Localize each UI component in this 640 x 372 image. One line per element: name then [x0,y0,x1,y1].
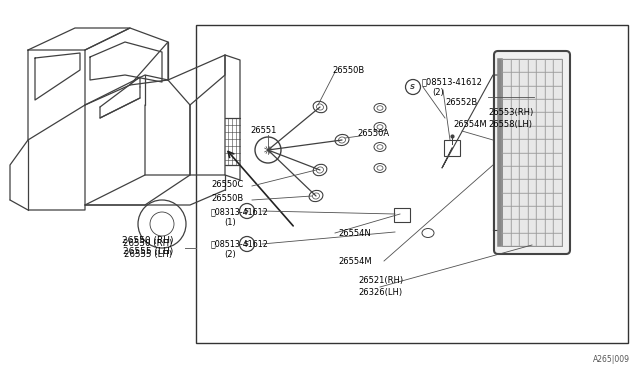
FancyBboxPatch shape [494,51,570,254]
Bar [502,59,562,246]
Text: 26555 (LH): 26555 (LH) [124,250,172,259]
Text: (1): (1) [224,218,236,227]
Bar [444,140,460,156]
Text: Ⓜ08513‑41612: Ⓜ08513‑41612 [211,240,269,248]
Text: (2): (2) [224,250,236,259]
Bar [394,208,410,222]
Text: 26558(LH): 26558(LH) [488,119,532,128]
Text: 26326(LH): 26326(LH) [358,289,402,298]
Text: 26554N: 26554N [338,228,371,237]
Text: 26554M: 26554M [338,257,372,266]
Text: 26521(RH): 26521(RH) [358,276,403,285]
Text: S: S [243,241,248,247]
Text: 26551: 26551 [250,125,276,135]
Text: 26550 (RH): 26550 (RH) [124,238,173,247]
Text: Ⓜ08313‑41612: Ⓜ08313‑41612 [211,208,269,217]
Text: 26555 (LH): 26555 (LH) [123,247,173,256]
Text: 26550B: 26550B [332,65,364,74]
Text: S: S [410,84,415,90]
Text: 26550 (RH): 26550 (RH) [122,236,173,245]
Text: 26550C: 26550C [211,180,243,189]
Text: 26550B: 26550B [211,193,243,202]
Text: S: S [243,208,248,214]
Text: 26550A: 26550A [357,128,389,138]
Text: A265|009: A265|009 [593,356,630,365]
Text: Ⓜ08513‑41612: Ⓜ08513‑41612 [422,77,483,87]
Text: (2): (2) [432,87,444,96]
Text: 26553(RH): 26553(RH) [488,108,533,116]
Text: 26554M: 26554M [453,119,486,128]
Bar [196,25,628,343]
Text: 26552B: 26552B [445,97,477,106]
